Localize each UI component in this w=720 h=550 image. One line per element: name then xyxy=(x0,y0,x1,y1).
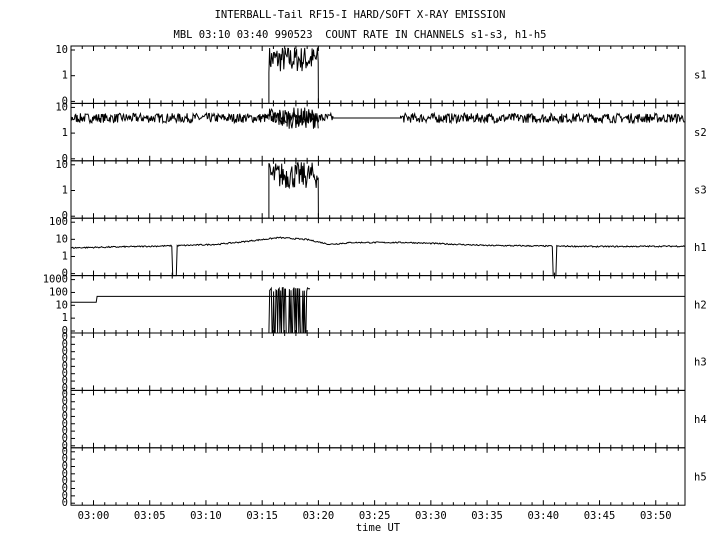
x-tick-label: 03:15 xyxy=(246,510,278,522)
y-tick-label-h5: 0 xyxy=(62,475,68,487)
y-tick-label-s2: 1 xyxy=(62,127,68,139)
y-tick-label-s3: 0 xyxy=(62,210,68,222)
y-tick-label-h3: 0 xyxy=(62,353,68,365)
panel-label-s1: s1 xyxy=(694,70,707,82)
y-tick-label-h2: 100 xyxy=(49,286,68,298)
y-tick-label-h5: 0 xyxy=(62,453,68,465)
y-tick-label-h3: 0 xyxy=(62,338,68,350)
panel-frame-s1 xyxy=(70,45,686,104)
y-tick-label-s1: 0 xyxy=(62,95,68,107)
y-tick-label-h4: 0 xyxy=(62,410,68,422)
y-tick-label-h5: 0 xyxy=(62,490,68,502)
y-tick-label-h2: 10 xyxy=(55,299,68,311)
series-line-h1 xyxy=(70,236,685,277)
x-tick-label: 03:20 xyxy=(303,510,335,522)
y-tick-label-h3: 0 xyxy=(62,375,68,387)
y-tick-label-h4: 0 xyxy=(62,440,68,452)
y-tick-label-h1: 10 xyxy=(55,233,68,245)
y-tick-label-s2: 10 xyxy=(55,101,68,113)
y-tick-label-h2: 1000 xyxy=(43,274,68,286)
x-tick-label: 03:25 xyxy=(359,510,391,522)
x-tick-label: 03:10 xyxy=(190,510,222,522)
y-tick-label-h4: 0 xyxy=(62,425,68,437)
series-line-s2 xyxy=(70,111,685,125)
y-tick-label-s3: 10 xyxy=(55,159,68,171)
chart-title: INTERBALL-Tail RF15-I HARD/SOFT X-RAY EM… xyxy=(214,9,506,21)
y-tick-label-h1: 100 xyxy=(49,216,68,228)
y-tick-label-h3: 0 xyxy=(62,346,68,358)
x-tick-label: 03:30 xyxy=(415,510,447,522)
y-tick-label-h5: 0 xyxy=(62,460,68,472)
y-tick-label-h5: 0 xyxy=(62,468,68,480)
panel-frame-h4 xyxy=(70,389,686,449)
x-tick-label: 03:50 xyxy=(640,510,672,522)
y-tick-label-h4: 0 xyxy=(62,396,68,408)
y-tick-label-h3: 0 xyxy=(62,360,68,372)
y-tick-label-h5: 0 xyxy=(62,446,68,458)
x-axis-label: time UT xyxy=(356,522,401,534)
x-tick-label: 03:05 xyxy=(134,510,166,522)
panel-label-h2: h2 xyxy=(694,299,707,311)
panel-frame-h3 xyxy=(70,332,686,391)
y-tick-label-h3: 0 xyxy=(62,368,68,380)
panel-label-h5: h5 xyxy=(694,472,707,484)
x-tick-label: 03:35 xyxy=(471,510,503,522)
y-tick-label-h4: 0 xyxy=(62,432,68,444)
y-tick-label-h4: 0 xyxy=(62,418,68,430)
series-line-s3 xyxy=(268,161,319,219)
y-tick-label-h2: 1 xyxy=(62,312,68,324)
series-line-h2 xyxy=(71,295,685,303)
spike-line-h2 xyxy=(268,286,311,334)
x-tick-label: 03:45 xyxy=(584,510,616,522)
series-line-s1 xyxy=(268,47,319,104)
y-tick-label-h2: 0 xyxy=(62,325,68,337)
panel-frame-s2 xyxy=(70,102,686,162)
y-tick-label-h1: 1 xyxy=(62,250,68,262)
panel-frame-h5 xyxy=(70,447,686,506)
y-tick-label-h3: 0 xyxy=(62,331,68,343)
panel-label-h1: h1 xyxy=(694,242,707,254)
panel-label-s3: s3 xyxy=(694,185,707,197)
y-tick-label-h1: 0 xyxy=(62,268,68,280)
panel-label-s2: s2 xyxy=(694,127,707,139)
y-tick-label-s1: 10 xyxy=(55,44,68,56)
y-tick-label-s1: 1 xyxy=(62,70,68,82)
panel-frame-s3 xyxy=(70,160,686,219)
panel-label-h3: h3 xyxy=(694,357,707,369)
x-tick-label: 03:00 xyxy=(78,510,110,522)
y-tick-label-h4: 0 xyxy=(62,388,68,400)
y-tick-label-s2: 0 xyxy=(62,153,68,165)
y-tick-label-h5: 0 xyxy=(62,483,68,495)
panel-label-h4: h4 xyxy=(694,414,707,426)
burst-line-s2 xyxy=(268,107,319,129)
y-tick-label-s3: 1 xyxy=(62,185,68,197)
y-tick-label-h3: 0 xyxy=(62,382,68,394)
x-tick-label: 03:40 xyxy=(528,510,560,522)
y-tick-label-h5: 0 xyxy=(62,497,68,509)
chart-subtitle: MBL 03:10 03:40 990523 COUNT RATE IN CHA… xyxy=(173,29,547,41)
panel-frame-h2 xyxy=(70,275,686,334)
y-tick-label-h4: 0 xyxy=(62,403,68,415)
